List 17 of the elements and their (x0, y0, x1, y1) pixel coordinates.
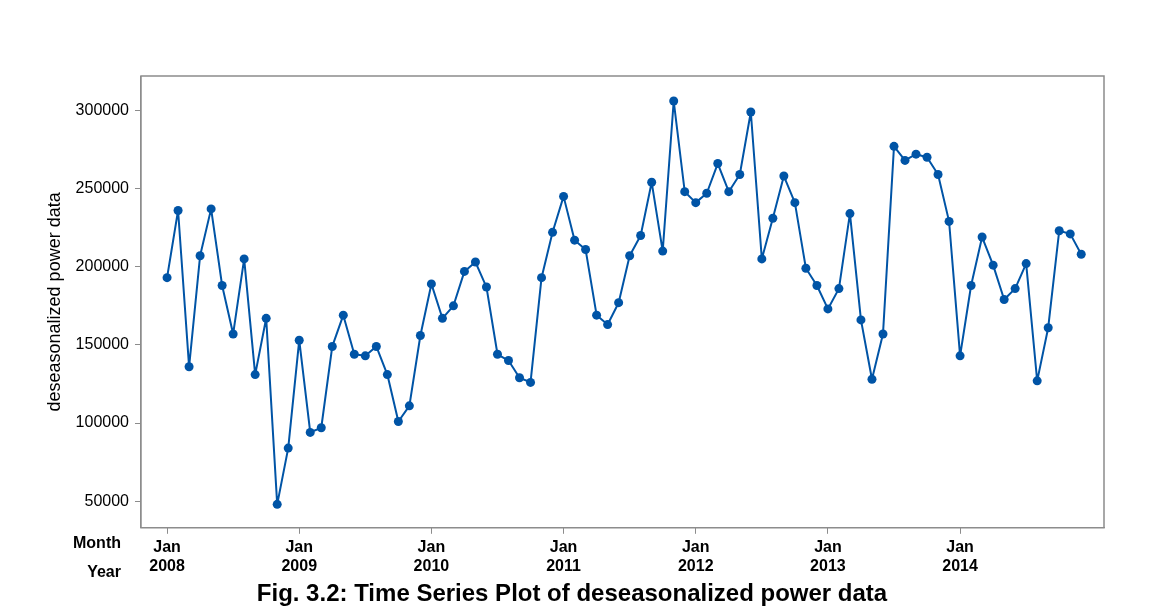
x-tick-label: Jan 2009 (281, 537, 318, 575)
x-tick-label: Jan 2013 (810, 537, 846, 575)
x-tick-label: Jan 2010 (413, 537, 450, 575)
y-tick-label: 150000 (75, 335, 130, 353)
y-tick-label: 50000 (84, 491, 130, 509)
y-tick-label: 300000 (75, 100, 130, 118)
x-tick-label: Jan 2014 (942, 537, 978, 575)
x-tick-label: Jan 2011 (546, 537, 582, 575)
y-axis-title: deseasonalized power data (43, 191, 64, 412)
text: Fig. 3.2: Time Series Plot of deseasonalized power data (256, 579, 888, 607)
y-tick-label: 250000 (75, 178, 130, 196)
x-tick-label: Jan 2012 (677, 537, 714, 575)
x-tick-label: Jan 2008 (149, 537, 185, 575)
y-tick-label: 200000 (75, 257, 130, 275)
y-tick-label: 100000 (75, 413, 130, 431)
text: Year (87, 563, 121, 581)
text: Month (73, 534, 121, 552)
